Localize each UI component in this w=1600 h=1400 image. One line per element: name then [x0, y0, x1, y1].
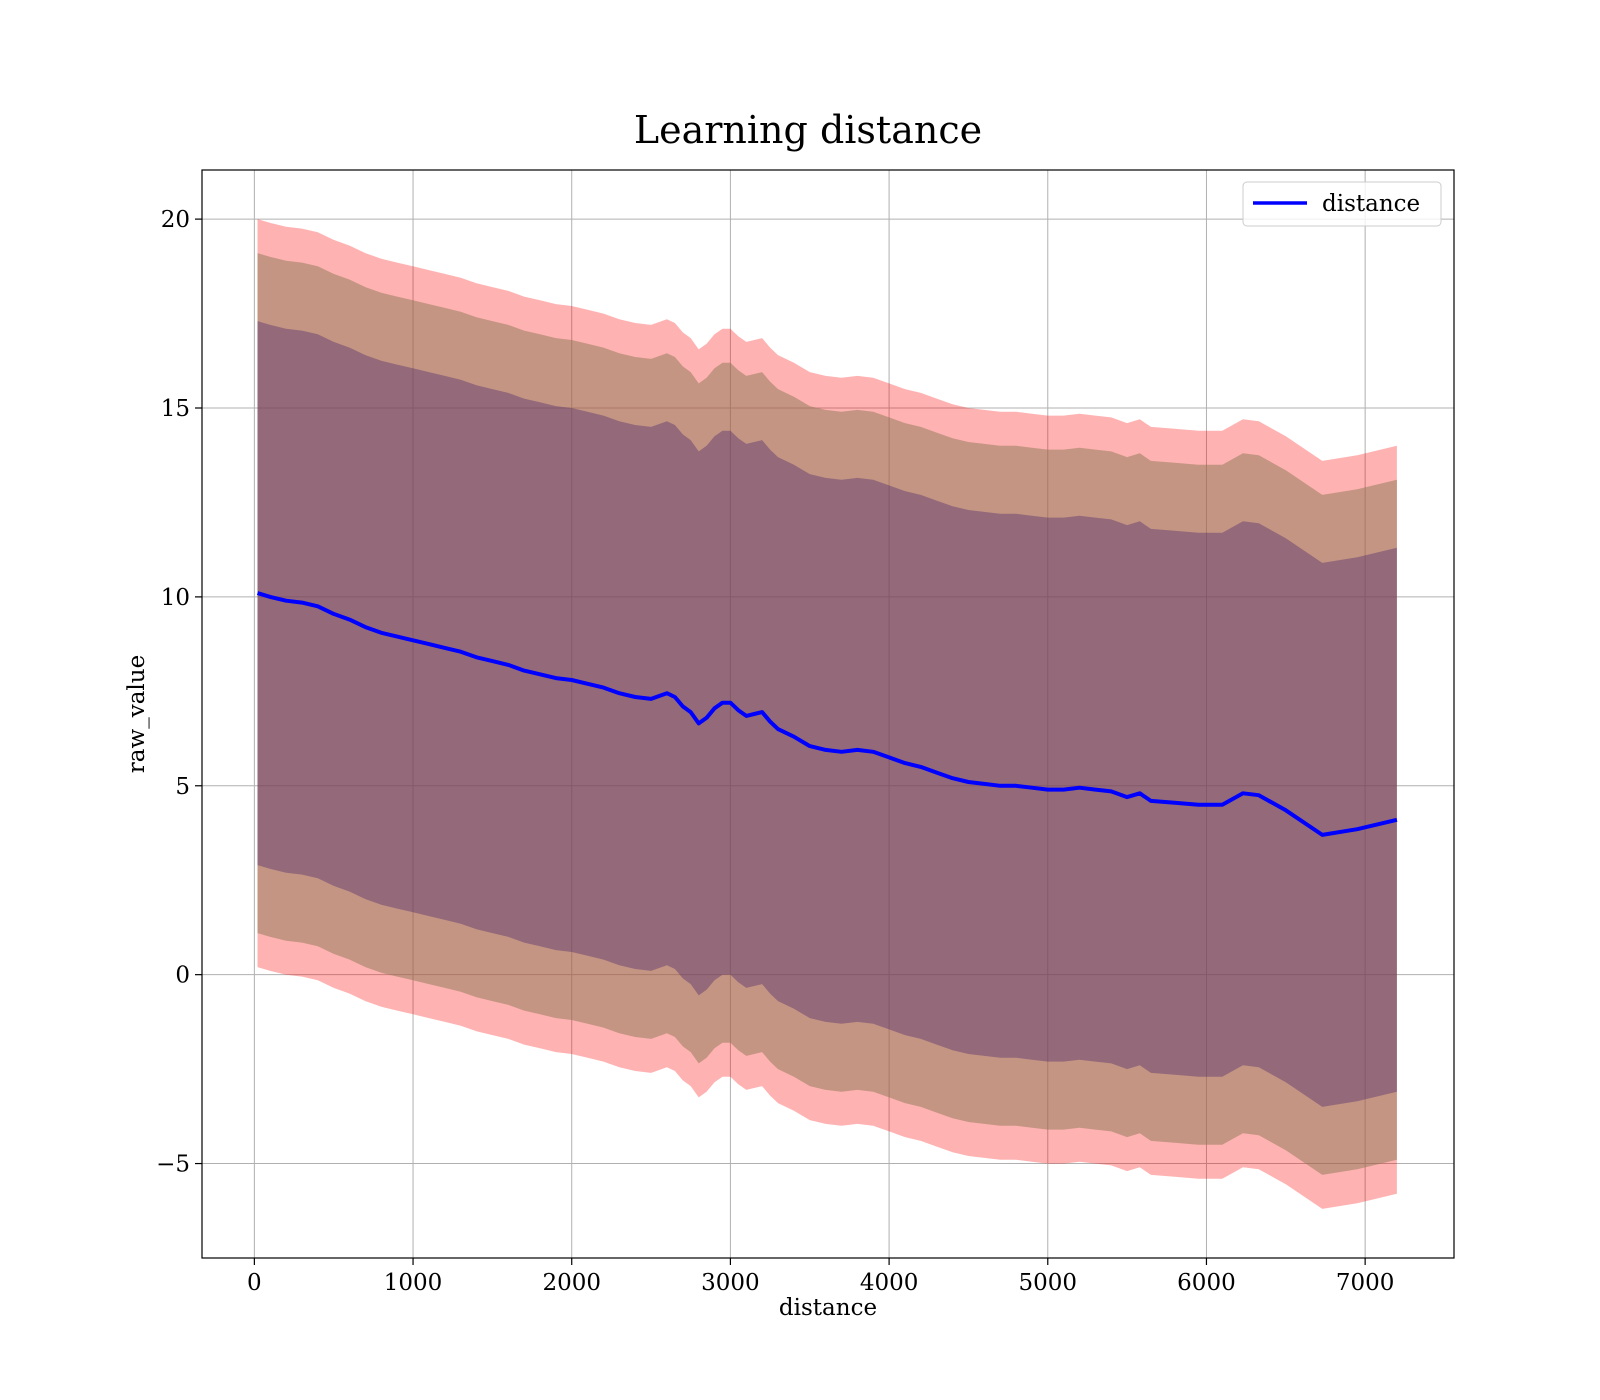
y-tick-label-0: −5 [156, 1152, 190, 1178]
chart-title: Learning distance [634, 108, 982, 152]
x-tick-label-3: 3000 [701, 1270, 760, 1296]
x-axis-ticks: 0 1000 2000 3000 4000 5000 6000 7000 [247, 1258, 1394, 1296]
x-tick-label-2: 2000 [542, 1270, 601, 1296]
x-axis-label: distance [779, 1295, 877, 1321]
y-tick-label-1: 0 [175, 963, 190, 989]
band-2 [257, 321, 1397, 1107]
plot-frame [201, 169, 1455, 1259]
series-line-distance [256, 591, 1398, 837]
x-tick-label-0: 0 [247, 1270, 262, 1296]
legend: distance [1242, 181, 1442, 227]
x-tick-label-6: 6000 [1177, 1270, 1236, 1296]
y-tick-label-4: 15 [161, 396, 190, 422]
x-tick-label-5: 5000 [1019, 1270, 1078, 1296]
series-lines [256, 591, 1398, 837]
y-axis-label: raw_value [124, 655, 150, 773]
legend-box [1242, 181, 1442, 227]
y-tick-label-3: 10 [161, 585, 190, 611]
legend-label-distance: distance [1322, 191, 1420, 217]
x-tick-label-1: 1000 [384, 1270, 443, 1296]
x-tick-label-4: 4000 [860, 1270, 919, 1296]
band-1 [257, 253, 1397, 1175]
confidence-bands [257, 219, 1397, 1209]
y-tick-label-5: 20 [161, 207, 190, 233]
x-tick-label-7: 7000 [1336, 1270, 1395, 1296]
y-axis-ticks: −5 0 5 10 15 20 [156, 207, 202, 1178]
y-tick-label-2: 5 [175, 774, 190, 800]
